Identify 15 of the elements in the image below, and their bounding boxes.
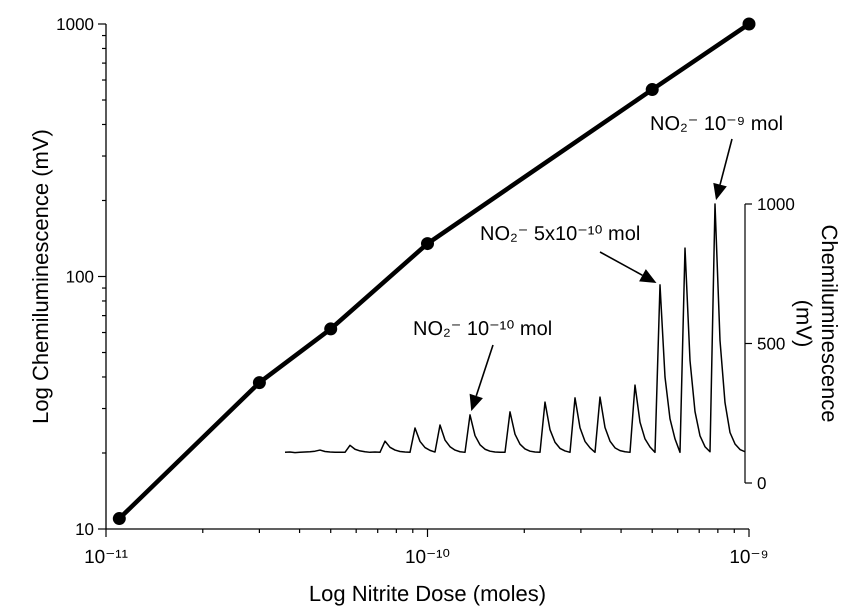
annotation: NO₂⁻ 10⁻⁹ mol	[650, 113, 784, 135]
annotation: NO₂⁻ 5x10⁻¹⁰ mol	[480, 223, 640, 245]
x-axis-title: Log Nitrite Dose (moles)	[308, 581, 546, 606]
x-tick-label: 10⁻¹¹	[84, 547, 128, 568]
y-tick-label: 100	[66, 268, 94, 286]
x-tick-label: 10⁻⁹	[729, 547, 769, 568]
y-tick-label: 0	[757, 474, 766, 493]
annotation: NO₂⁻ 10⁻¹⁰ mol	[413, 318, 552, 340]
y-tick-label: 1000	[56, 15, 94, 34]
y-tick-label: 10	[75, 520, 94, 539]
y-axis-title: Chemiluminescence (mV)	[792, 224, 842, 423]
y-tick-label: 500	[757, 334, 786, 354]
x-tick-label: 10⁻¹⁰	[404, 547, 450, 568]
y-axis-title: Log Chemiluminescence (mV)	[28, 129, 53, 424]
y-tick-label: 1000	[757, 195, 795, 214]
